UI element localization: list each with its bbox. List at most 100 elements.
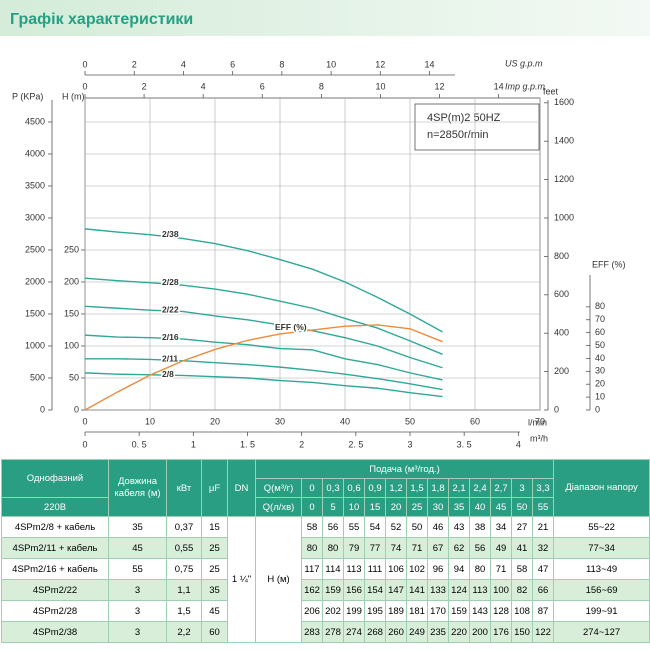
table-cell: 278	[322, 621, 344, 643]
x-tick-label: 40	[340, 416, 350, 426]
p-tick-label: 2000	[25, 276, 45, 286]
m3h-tick-label: 4	[516, 439, 521, 449]
header-cell: DN	[227, 459, 256, 517]
table-cell: 71	[490, 558, 512, 580]
m3h-tick-label: 1. 5	[240, 439, 255, 449]
table-cell: 181	[406, 600, 428, 622]
table-cell: 4SPm2/22	[1, 579, 109, 601]
series-label: 2/38	[162, 229, 179, 239]
p-tick-label: 4000	[25, 148, 45, 158]
eff-tick-label: 50	[595, 340, 605, 350]
eff-line	[84, 324, 443, 411]
eff-tick-label: 20	[595, 379, 605, 389]
table-row: 4SPm2/16 + кабель 55 0,75 25 117 114 113 111 106…	[1, 558, 650, 580]
table-cell: 0,55	[166, 537, 202, 559]
table-cell: 1,5	[166, 600, 202, 622]
feet-axis-title: feet	[543, 86, 559, 96]
feet-tick-label: 400	[554, 328, 569, 338]
model-box	[414, 103, 540, 151]
p-tick-label: 4500	[25, 116, 45, 126]
m3h-tick-label: 2	[299, 439, 304, 449]
table-cell: 128	[490, 600, 512, 622]
head-line	[84, 228, 443, 333]
table-cell: 235	[427, 621, 449, 643]
header-cell: 45	[490, 497, 512, 517]
h-tick-label: 200	[64, 276, 79, 286]
table-cell: 35	[201, 579, 228, 601]
imp-tick-label: 14	[494, 81, 504, 91]
table-cell: 54	[364, 516, 386, 538]
header-cell: 0,3	[322, 478, 344, 498]
table-cell: 108	[511, 600, 533, 622]
table-cell: 96	[427, 558, 449, 580]
eff-tick-label: 40	[595, 353, 605, 363]
table-row: 4SPm2/11 + кабель 45 0,55 25 80 80 79 77 74 71 67 6…	[1, 537, 650, 559]
table-cell: 58	[301, 516, 323, 538]
table-cell: 46	[427, 516, 449, 538]
table-cell: 159	[448, 600, 470, 622]
header-cell: 2,1	[448, 478, 470, 498]
p-tick-label: 3000	[25, 212, 45, 222]
x-tick-label: 70	[535, 416, 545, 426]
table-cell: 195	[364, 600, 386, 622]
imp-tick-label: 10	[375, 81, 385, 91]
x-axis-title: l/min	[528, 417, 547, 427]
table-cell: 274	[343, 621, 365, 643]
table-cell: 4SPm2/11 + кабель	[1, 537, 109, 559]
table-cell: 100	[490, 579, 512, 601]
table-cell: 176	[490, 621, 512, 643]
table-cell: 71	[406, 537, 428, 559]
header-cell: кВт	[166, 459, 202, 517]
table-row: 4SPm2/22 3 1,1 35 162 159 156 154 147 141 133 124 11…	[1, 579, 650, 601]
x-tick-label: 0	[82, 416, 87, 426]
table-cell: 200	[469, 621, 491, 643]
table-cell: 38	[469, 516, 491, 538]
us-tick-label: 12	[375, 59, 385, 69]
table-cell: 268	[364, 621, 386, 643]
table-cell: 49	[490, 537, 512, 559]
p-tick-label: 0	[40, 404, 45, 414]
series-label: EFF (%)	[275, 322, 307, 332]
m3h-tick-label: 2. 5	[348, 439, 363, 449]
title-band	[0, 0, 650, 36]
table-cell: 4SPm2/8 + кабель	[1, 516, 109, 538]
header-cell: Q(л/хв)	[255, 497, 302, 517]
table-cell: 43	[448, 516, 470, 538]
header-cell: 15	[364, 497, 386, 517]
series-label: 2/28	[162, 277, 179, 287]
series-label: 2/11	[162, 354, 178, 364]
feet-tick-label: 0	[554, 404, 559, 414]
header-cell: 35	[448, 497, 470, 517]
table-cell: 0,37	[166, 516, 202, 538]
table-cell: 202	[322, 600, 344, 622]
eff-tick-label: 60	[595, 327, 605, 337]
h-tick-label: 50	[69, 372, 79, 382]
header-cell: 1,5	[406, 478, 428, 498]
table-row: Однофазний Довжина кабеля (м) кВт μF DN Подач…	[1, 459, 650, 517]
table-cell: 82	[511, 579, 533, 601]
table-cell: 4SPm2/16 + кабель	[1, 558, 109, 580]
table-cell: 199	[343, 600, 365, 622]
table-cell: 274~127	[553, 621, 650, 643]
table-row: Q(м³/г) 0 0,3 0,6 0,9 1,2 1,5 1,8 2,1 2,4 2,7 3 3,3	[2, 478, 650, 498]
feet-tick-label: 800	[554, 251, 569, 261]
table-cell: 50	[406, 516, 428, 538]
table-cell: 47	[531, 558, 555, 580]
table-cell: 3	[108, 579, 167, 601]
table-cell: 3	[108, 600, 167, 622]
table-cell: 3	[108, 621, 167, 643]
model-label: 4SP(m)2 50HZ	[427, 112, 501, 124]
header-cell: μF	[201, 459, 228, 517]
h-axis-title: H (m)	[62, 91, 85, 101]
table-cell: 141	[406, 579, 428, 601]
table-cell: 21	[531, 516, 555, 538]
eff-axis-title: EFF (%)	[592, 259, 626, 269]
header-cell: Довжина кабеля (м)	[108, 459, 167, 517]
header-cell: 2,7	[490, 478, 512, 498]
table-cell: 80	[301, 537, 323, 559]
eff-tick-label: 70	[595, 314, 605, 324]
series-label: 2/8	[162, 369, 174, 379]
header-cell: 0	[301, 497, 323, 517]
page-title: Графік характеристики	[10, 11, 193, 28]
table-cell: 162	[301, 579, 323, 601]
